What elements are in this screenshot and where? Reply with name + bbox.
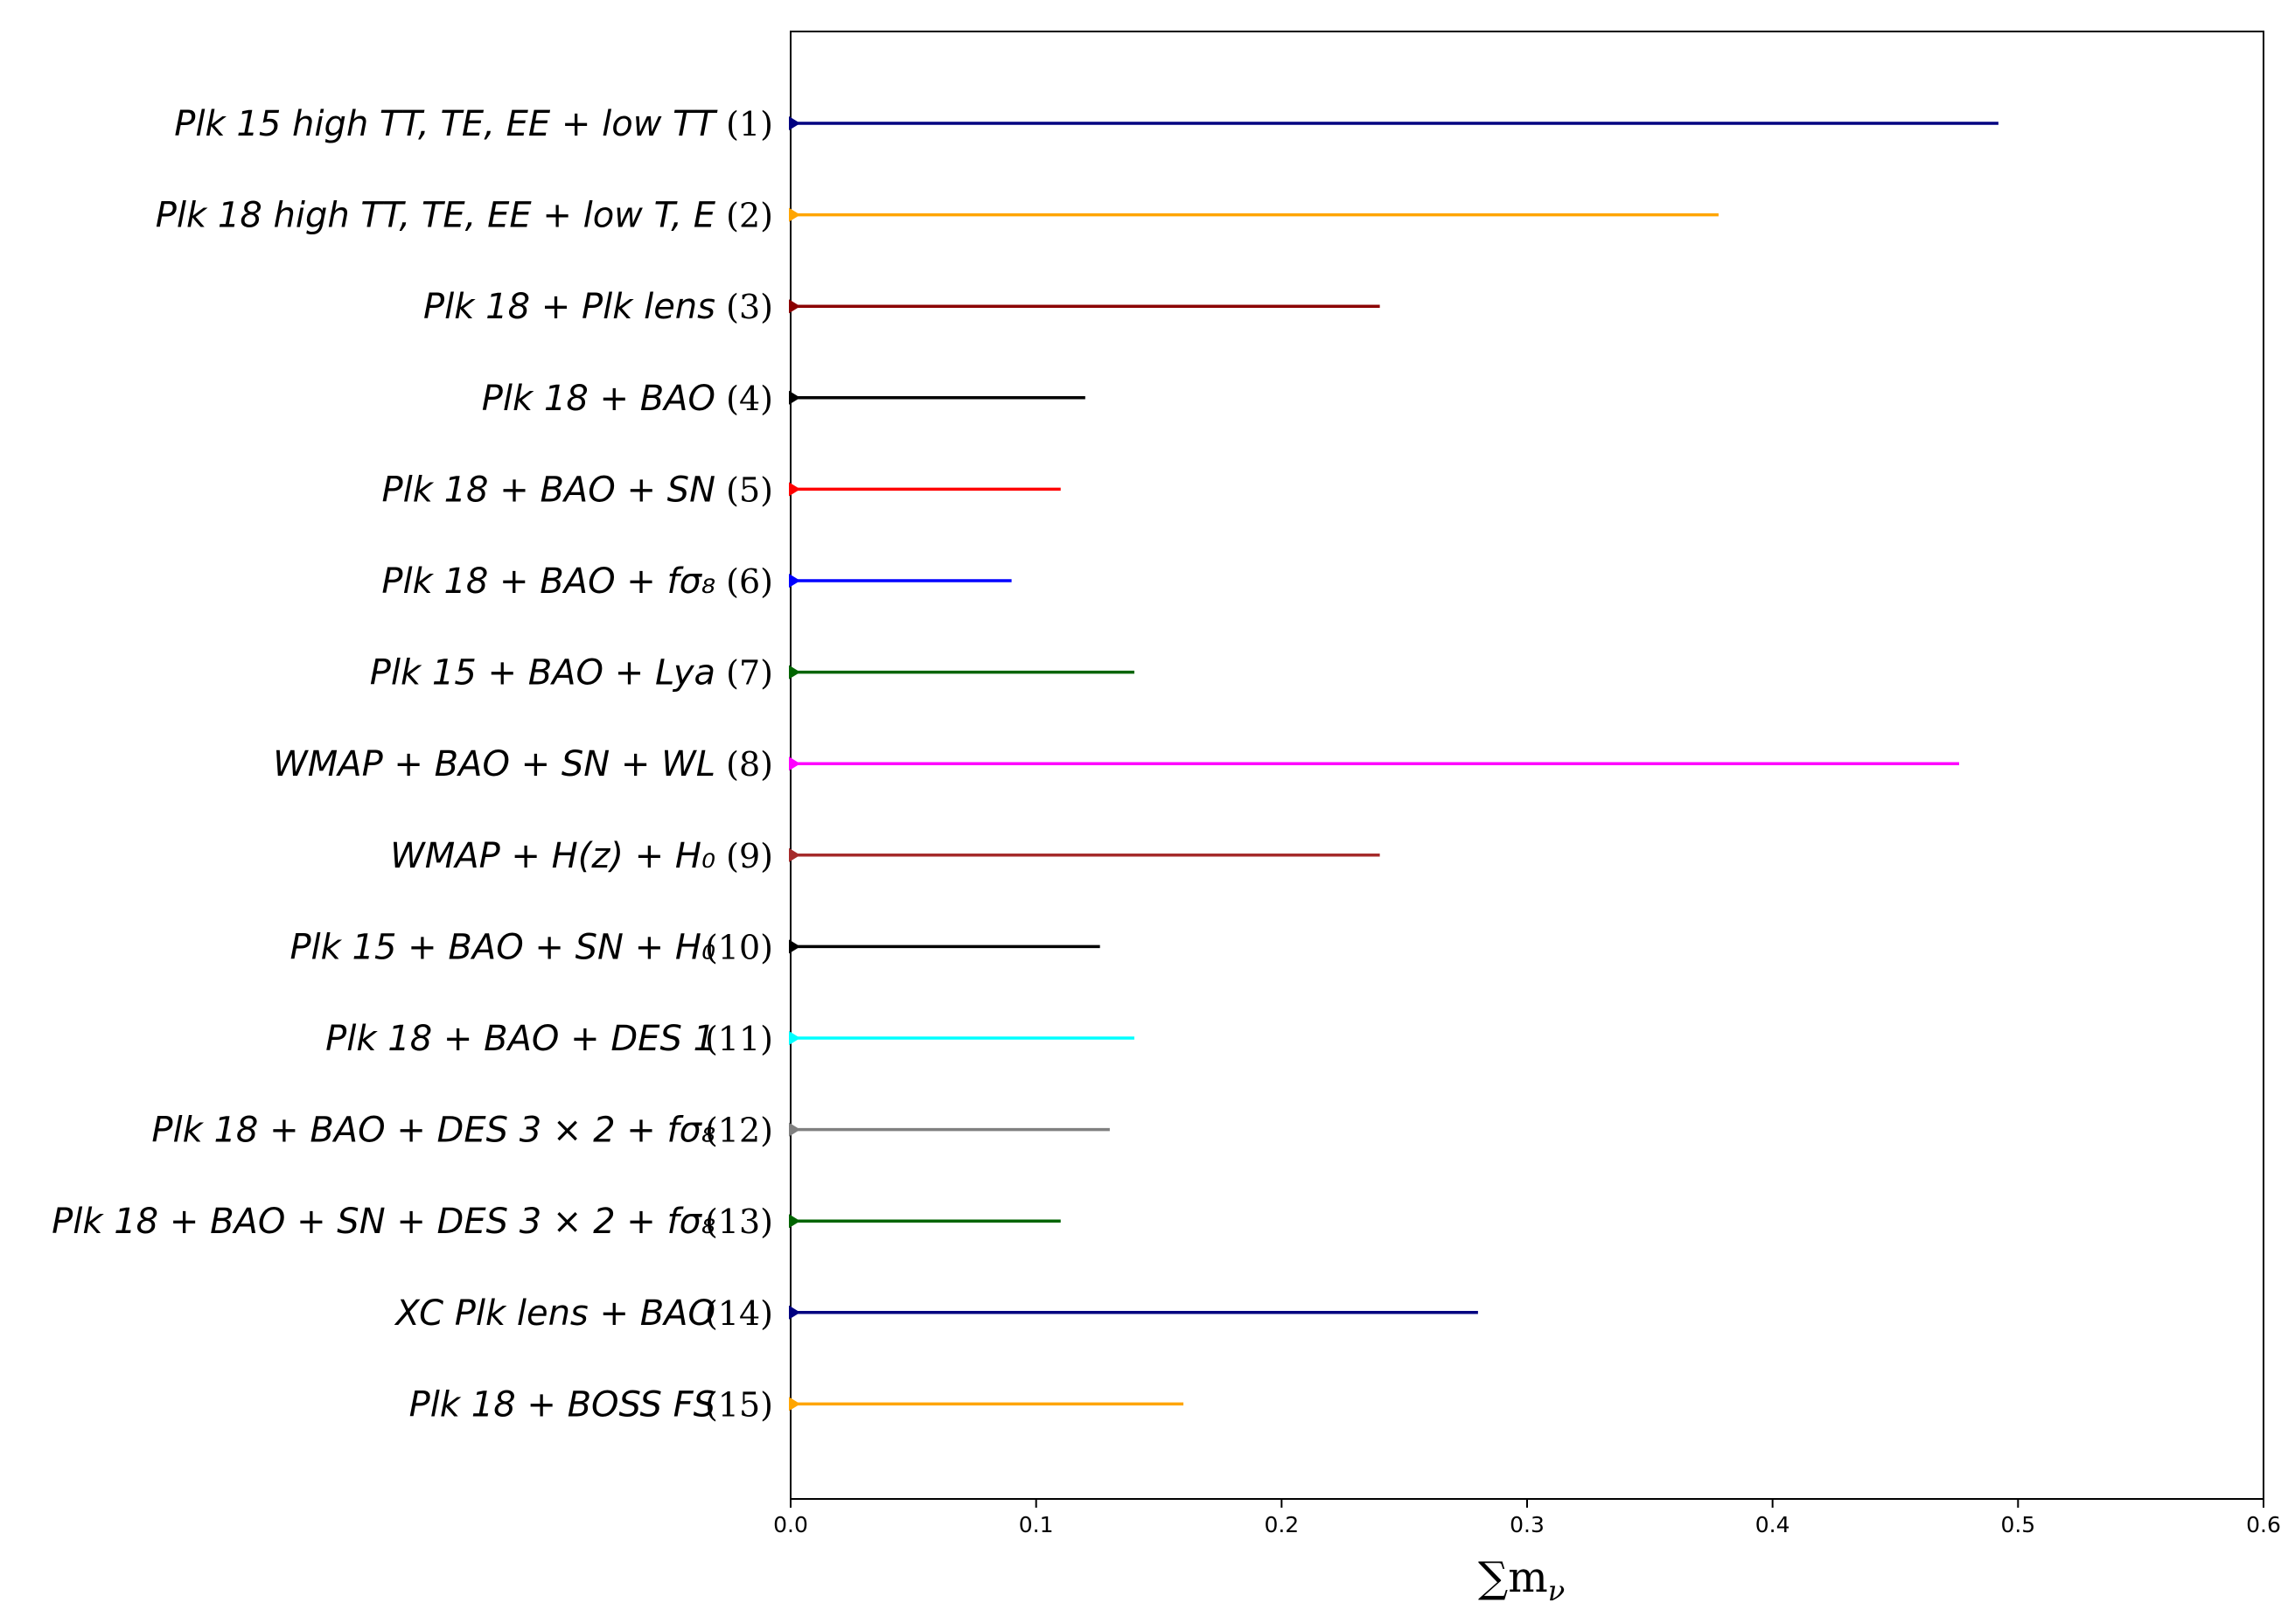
row-number-5: (5) bbox=[726, 470, 773, 509]
row-label-11: Plk 18 + BAO + DES 1 bbox=[325, 1019, 715, 1059]
bar-marker-6 bbox=[789, 574, 800, 588]
row-number-14: (14) bbox=[705, 1294, 773, 1333]
row-label-4: Plk 18 + BAO bbox=[482, 379, 715, 419]
row-label-6: Plk 18 + BAO + fσ₈ bbox=[381, 561, 715, 602]
row-label-1: Plk 15 high TT, TE, EE + low TT bbox=[174, 104, 718, 144]
bar-marker-4 bbox=[789, 390, 800, 405]
row-number-3: (3) bbox=[726, 288, 773, 326]
bar-marker-10 bbox=[789, 939, 800, 954]
x-tick-label: 0.2 bbox=[1264, 1512, 1299, 1537]
row-label-9: WMAP + H(z) + H₀ bbox=[390, 836, 715, 876]
bar-marker-7 bbox=[789, 665, 800, 680]
x-axis-ticks: 0.0 0.1 0.2 0.3 0.4 0.5 0.6 bbox=[773, 1499, 2281, 1537]
plot-frame bbox=[790, 31, 2264, 1500]
row-number-13: (13) bbox=[705, 1202, 773, 1241]
bar-marker-3 bbox=[789, 299, 800, 314]
row-number-1: (1) bbox=[726, 105, 773, 143]
row-label-12: Plk 18 + BAO + DES 3 × 2 + fσ₈ bbox=[151, 1111, 715, 1151]
row-label-7: Plk 15 + BAO + Lya bbox=[370, 653, 715, 694]
bar-marker-12 bbox=[789, 1122, 800, 1137]
x-tick-label: 0.3 bbox=[1510, 1512, 1545, 1537]
bar-marker-13 bbox=[789, 1214, 800, 1229]
row-number-8: (8) bbox=[726, 745, 773, 784]
row-number-4: (4) bbox=[726, 380, 773, 418]
row-label-14: XC Plk lens + BAO bbox=[394, 1293, 715, 1334]
row-label-8: WMAP + BAO + SN + WL bbox=[273, 744, 715, 784]
bar-marker-8 bbox=[789, 756, 800, 771]
row-label-13: Plk 18 + BAO + SN + DES 3 × 2 + fσ₈ bbox=[52, 1202, 715, 1242]
row-number-11: (11) bbox=[705, 1020, 773, 1058]
x-tick-label: 0.6 bbox=[2246, 1512, 2281, 1537]
bar-marker-9 bbox=[789, 847, 800, 862]
row-number-2: (2) bbox=[726, 197, 773, 235]
row-label-10: Plk 15 + BAO + SN + H₀ bbox=[289, 927, 715, 967]
row-label-2: Plk 18 high TT, TE, EE + low T, E bbox=[156, 196, 716, 236]
bar-marker-5 bbox=[789, 482, 800, 497]
row-label-5: Plk 18 + BAO + SN bbox=[381, 470, 715, 510]
bars bbox=[789, 116, 1999, 1411]
bar-marker-11 bbox=[789, 1031, 800, 1045]
bar-marker-2 bbox=[789, 207, 800, 222]
x-tick-label: 0.0 bbox=[773, 1512, 808, 1537]
x-tick-label: 0.1 bbox=[1019, 1512, 1054, 1537]
bar-marker-1 bbox=[789, 116, 800, 130]
x-tick-label: 0.4 bbox=[1755, 1512, 1790, 1537]
row-number-7: (7) bbox=[726, 654, 773, 693]
row-number-15: (15) bbox=[705, 1385, 773, 1424]
row-label-3: Plk 18 + Plk lens bbox=[423, 287, 715, 327]
x-tick-label: 0.5 bbox=[2000, 1512, 2035, 1537]
row-number-9: (9) bbox=[726, 837, 773, 875]
row-number-10: (10) bbox=[705, 928, 773, 966]
x-axis-label: ∑mν bbox=[1478, 1553, 1565, 1607]
bar-marker-15 bbox=[789, 1397, 800, 1411]
row-labels: Plk 15 high TT, TE, EE + low TT (1) Plk 18… bbox=[52, 104, 773, 1425]
row-label-15: Plk 18 + BOSS FS bbox=[409, 1384, 715, 1425]
row-number-6: (6) bbox=[726, 562, 773, 601]
row-number-12: (12) bbox=[705, 1112, 773, 1150]
bar-marker-14 bbox=[789, 1305, 800, 1320]
